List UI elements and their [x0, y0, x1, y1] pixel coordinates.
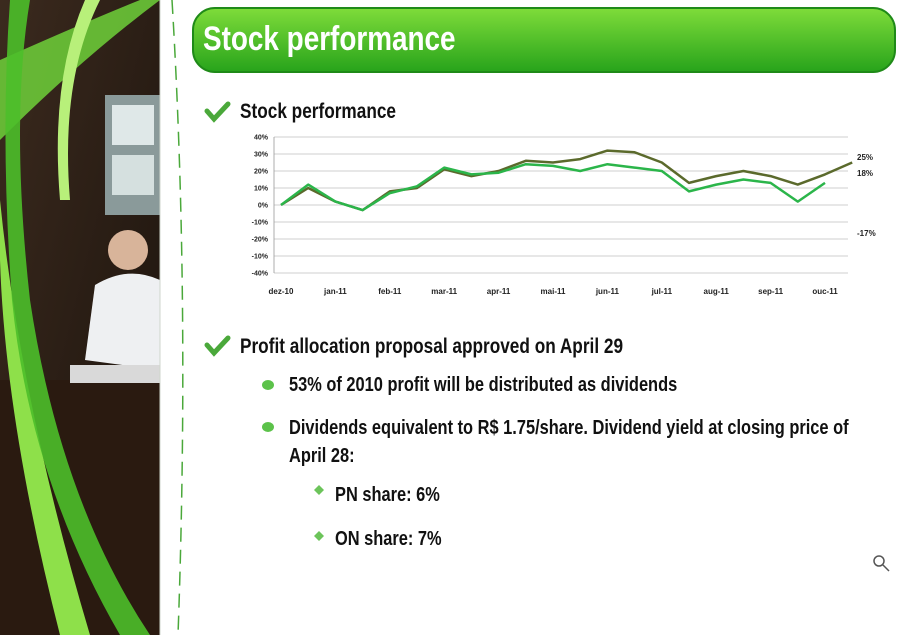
diamond-icon	[314, 531, 324, 541]
y-tick-label: 10%	[254, 186, 269, 193]
x-tick-label: feb-11	[378, 287, 402, 296]
title-banner	[192, 7, 896, 73]
check-icon	[204, 335, 231, 357]
y-tick-label: 0%	[258, 203, 269, 210]
zoom-icon[interactable]	[873, 555, 885, 567]
y-tick-label: -40%	[252, 271, 269, 278]
check-icon	[204, 101, 231, 123]
bullet-text: 53% of 2010 profit will be distributed a…	[289, 374, 678, 396]
bullet-text: Dividends equivalent to R$ 1.75/share. D…	[289, 417, 849, 467]
sub-bullet-text: PN share: 6%	[335, 484, 440, 506]
sub-bullet-text: ON share: 7%	[335, 528, 442, 550]
y-tick-label: -10%	[252, 220, 269, 227]
slide-title: Stock performance	[203, 20, 456, 58]
y-tick-label: 30%	[254, 152, 269, 159]
x-tick-label: jun-11	[595, 287, 620, 296]
photo-laptop	[70, 365, 160, 383]
series-line	[280, 149, 853, 212]
photo-person	[85, 273, 160, 370]
y-tick-label: 40%	[254, 135, 269, 142]
x-tick-label: sep-11	[758, 287, 783, 296]
end-label: 18%	[857, 169, 873, 178]
stripe	[0, 200, 90, 635]
x-tick-label: apr-11	[487, 287, 511, 296]
bullet-icon	[262, 380, 274, 390]
diamond-icon	[314, 485, 324, 495]
x-tick-label: ouc-11	[812, 287, 838, 296]
x-tick-label: jan-11	[323, 287, 347, 296]
x-tick-label: jul-11	[651, 287, 673, 296]
series-line	[280, 162, 826, 212]
stripe	[57, 0, 100, 200]
y-tick-label: -10%	[252, 254, 269, 261]
chart: -40% -10% -20% -10% 0% 10% 20% 30% 40% dez-10 jan-…	[252, 135, 876, 297]
dashed-curve	[171, 0, 184, 635]
stripe	[5, 0, 151, 635]
photo-screen	[112, 155, 154, 195]
section-heading: Profit allocation proposal approved on A…	[240, 335, 624, 358]
x-tick-label: mai-11	[541, 287, 566, 296]
section-heading: Stock performance	[240, 100, 396, 123]
bullet-icon	[262, 422, 274, 432]
end-label: -17%	[857, 229, 876, 238]
x-tick-label: aug-11	[704, 287, 730, 296]
photo-person-head	[108, 230, 148, 270]
end-label: 25%	[857, 153, 873, 162]
zoom-icon-handle[interactable]	[882, 564, 890, 572]
photo-screen	[112, 105, 154, 145]
y-tick-label: -20%	[252, 237, 269, 244]
x-tick-label: mar-11	[431, 287, 457, 296]
x-tick-label: dez-10	[269, 287, 294, 296]
y-tick-label: 20%	[254, 169, 269, 176]
